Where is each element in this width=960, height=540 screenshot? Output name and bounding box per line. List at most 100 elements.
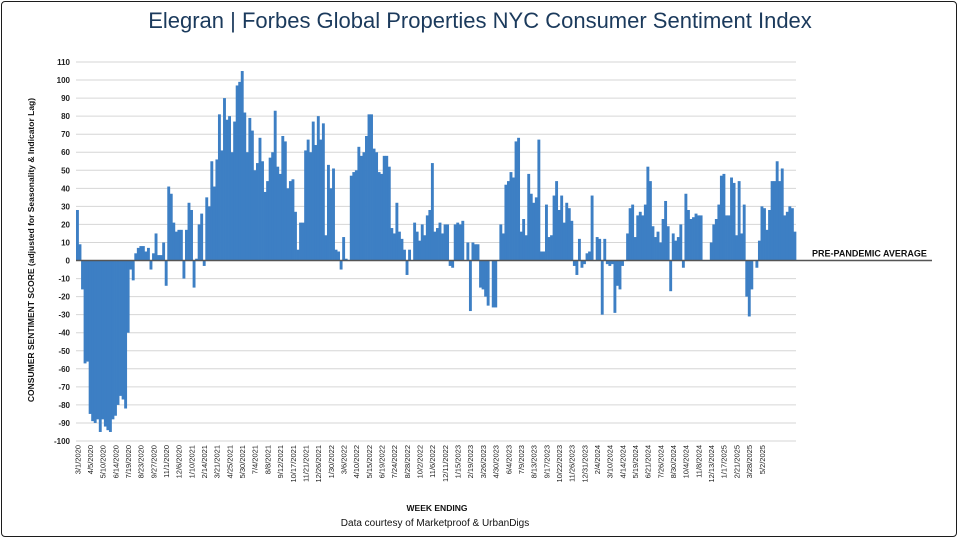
bar <box>96 260 100 420</box>
bar <box>697 215 701 261</box>
x-tick-label: 8/30/2024 <box>669 445 678 478</box>
bar <box>755 260 759 268</box>
bar <box>618 260 622 290</box>
bar <box>291 179 295 261</box>
chart-title-brand: Elegran | Forbes Global Properties <box>148 8 487 33</box>
bar <box>326 164 330 261</box>
bar <box>458 224 462 261</box>
x-tick-label: 1/30/2022 <box>327 445 336 478</box>
y-tick-label: 10 <box>61 238 70 247</box>
x-tick-label: 7/26/2024 <box>656 445 665 478</box>
x-tick-label: 11/6/2022 <box>428 445 437 478</box>
bar <box>532 202 536 261</box>
bar <box>149 260 153 270</box>
bar <box>286 188 290 261</box>
bar <box>717 204 721 261</box>
bar <box>494 260 498 308</box>
bar <box>200 213 204 261</box>
bar <box>217 114 221 261</box>
bar <box>316 116 320 261</box>
bar <box>281 136 285 261</box>
bar <box>220 150 224 261</box>
bar <box>179 229 183 261</box>
bar <box>88 260 92 414</box>
bar <box>504 184 508 261</box>
bar <box>339 260 343 270</box>
bar <box>517 137 521 261</box>
x-tick-label: 12/26/2021 <box>314 445 323 483</box>
bar <box>428 209 432 261</box>
bar <box>471 242 475 261</box>
x-tick-label: 12/31/2023 <box>580 445 589 483</box>
x-axis-ticks: 3/1/2020 4/5/2020 5/10/2020 6/14/2020 7/19/2… <box>73 445 767 483</box>
bar <box>730 177 733 261</box>
bar <box>524 235 528 261</box>
bar <box>296 249 300 261</box>
bar <box>352 172 356 261</box>
x-tick-label: 3/26/2023 <box>479 445 488 478</box>
bar <box>273 110 277 261</box>
bar <box>319 139 323 261</box>
x-tick-label: 6/21/2024 <box>644 445 653 478</box>
bar <box>367 114 371 261</box>
bar <box>370 114 373 261</box>
bar <box>332 168 335 261</box>
y-tick-label: -40 <box>58 329 70 338</box>
bar <box>395 202 399 261</box>
bar <box>725 215 728 261</box>
bar <box>727 215 731 261</box>
x-tick-label: 11/1/2020 <box>162 445 171 478</box>
y-tick-label: 20 <box>61 220 70 229</box>
bar <box>633 237 637 261</box>
bar <box>785 211 789 261</box>
bar <box>542 251 546 261</box>
bar <box>747 260 751 317</box>
x-tick-label: 9/17/2023 <box>542 445 551 478</box>
bar <box>468 260 472 312</box>
bar <box>722 173 726 261</box>
bar <box>243 112 247 261</box>
x-tick-label: 5/30/2021 <box>238 445 247 478</box>
x-tick-label: 11/21/2021 <box>301 445 310 482</box>
bar <box>174 231 178 261</box>
bar <box>757 240 761 261</box>
bar <box>235 85 239 261</box>
x-tick-label: 7/4/2021 <box>251 445 260 474</box>
bar <box>101 260 105 420</box>
bar <box>126 260 130 333</box>
bar <box>699 215 703 261</box>
bar <box>230 152 234 261</box>
x-tick-label: 8/8/2021 <box>263 445 272 474</box>
gridlines <box>76 61 796 442</box>
bar <box>638 211 642 261</box>
bar <box>192 260 196 288</box>
bar <box>162 242 166 261</box>
bar <box>202 260 206 266</box>
bar <box>359 155 363 261</box>
x-tick-label: 3/28/2025 <box>745 445 754 478</box>
bar <box>661 219 665 261</box>
bar <box>256 163 259 261</box>
x-tick-label: 10/17/2021 <box>289 445 298 483</box>
bar <box>164 260 168 286</box>
bar <box>146 247 150 261</box>
bar <box>288 181 292 261</box>
bar <box>139 246 143 261</box>
bar <box>400 238 404 261</box>
x-tick-label: 4/25/2021 <box>225 445 234 478</box>
bar <box>375 152 379 261</box>
x-tick-label: 8/13/2023 <box>530 445 539 478</box>
bar <box>124 260 128 409</box>
bar <box>365 136 368 261</box>
bar <box>760 206 764 261</box>
bar <box>448 260 452 266</box>
bar <box>610 260 614 265</box>
bar <box>349 175 353 261</box>
bar <box>689 219 693 261</box>
x-tick-label: 9/27/2020 <box>149 445 158 478</box>
y-tick-label: -10 <box>58 275 70 284</box>
bar <box>656 231 660 261</box>
bar <box>646 166 650 261</box>
bar <box>664 200 668 261</box>
x-tick-label: 7/24/2022 <box>390 445 399 478</box>
